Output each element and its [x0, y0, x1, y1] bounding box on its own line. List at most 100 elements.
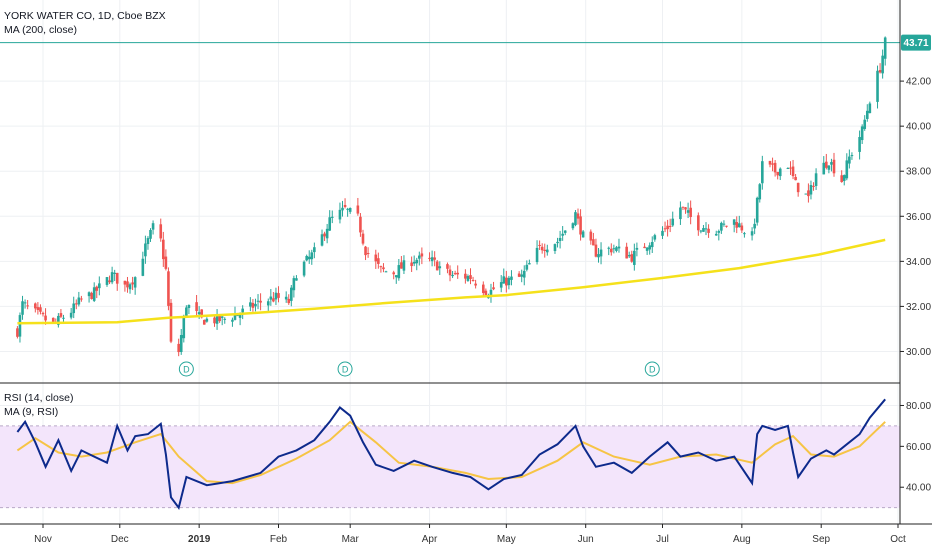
candle-body	[338, 209, 342, 220]
candle-body	[635, 247, 639, 250]
symbol-legend[interactable]: YORK WATER CO, 1D, Cboe BZX	[4, 10, 166, 22]
candle-body	[579, 216, 582, 235]
grid-lines	[0, 0, 900, 524]
candle-body	[80, 298, 83, 300]
candle-body	[254, 303, 257, 307]
candle-body	[625, 246, 628, 259]
candle-body	[883, 37, 887, 59]
dividend-marker-label: D	[649, 365, 656, 375]
ma200-legend[interactable]: MA (200, close)	[4, 24, 77, 36]
rsi-ma-legend-label[interactable]: MA (9, RSI)	[4, 406, 59, 418]
candle-body	[195, 302, 198, 312]
candle-body	[412, 261, 416, 264]
last-price-tag: 43.71	[901, 34, 931, 51]
candle-body	[51, 317, 55, 322]
candle-body	[576, 213, 580, 219]
candle-body	[364, 246, 367, 256]
candle-body	[689, 207, 692, 218]
candle-body	[330, 216, 334, 218]
candle-body	[36, 307, 40, 311]
candle-body	[402, 260, 406, 271]
candle-body	[435, 261, 439, 271]
candle-body	[307, 256, 311, 260]
last-price-tag-bg	[901, 34, 931, 51]
time-tick-label: Aug	[733, 534, 751, 545]
candle-body	[840, 175, 843, 183]
candle-body	[410, 262, 413, 267]
candle-body	[737, 223, 741, 228]
price-axis[interactable]: 30.00 32.00 34.00 36.00 38.00 40.00 42.00	[900, 77, 931, 358]
dividend-marker-label: D	[342, 365, 349, 375]
candle-body	[236, 315, 239, 317]
candle-body	[671, 218, 675, 226]
dividend-marker[interactable]	[178, 361, 194, 377]
candle-body	[215, 314, 219, 324]
candle-body	[653, 235, 657, 240]
candle-body	[323, 233, 326, 237]
candle-body	[732, 219, 736, 225]
candle-body	[589, 231, 593, 241]
candle-body	[343, 205, 347, 207]
candle-body	[558, 237, 562, 241]
candle-body	[538, 244, 541, 246]
time-tick-label: Oct	[890, 534, 906, 545]
main-legend: YORK WATER CO, 1D, Cboe BZX MA (200, clo…	[4, 9, 166, 37]
candle-body	[789, 167, 792, 169]
rsi-tick-label: 40.00	[906, 483, 931, 494]
ma200-line	[17, 238, 886, 325]
candle-body	[661, 230, 664, 236]
candle-body	[796, 182, 800, 193]
candle-body	[292, 278, 296, 291]
candle-body	[868, 103, 872, 114]
candle-body	[561, 233, 564, 236]
candle-body	[105, 277, 109, 285]
candle-body	[666, 225, 669, 230]
candle-body	[556, 241, 559, 244]
candle-body	[464, 273, 467, 279]
candle-body	[469, 275, 472, 279]
candle-body	[16, 328, 19, 337]
candle-body	[302, 261, 306, 276]
candle-body	[704, 228, 708, 230]
candle-body	[74, 303, 78, 305]
candle-body	[809, 184, 813, 195]
price-tick-label: 30.00	[906, 347, 931, 358]
candle-body	[266, 301, 270, 306]
candle-body	[466, 276, 470, 281]
candle-body	[256, 300, 260, 302]
price-tick-label: 32.00	[906, 302, 931, 313]
candle-body	[720, 222, 723, 231]
candle-body	[740, 225, 744, 231]
candle-body	[325, 228, 329, 239]
candle-body	[269, 296, 273, 300]
candle-body	[95, 286, 99, 291]
candle-body	[44, 315, 47, 321]
time-axis[interactable]: Nov Dec 2019 Feb Mar Apr May Jun Jul Aug Sep Oct	[34, 524, 906, 545]
candle-body	[274, 292, 278, 300]
candle-body	[540, 246, 544, 251]
candle-body	[599, 249, 603, 257]
candle-body	[481, 284, 485, 293]
candle-body	[484, 290, 488, 296]
candle-body	[865, 110, 869, 119]
dividend-marker[interactable]	[644, 361, 660, 377]
rsi-axis[interactable]: 40.00 60.00 80.00	[900, 401, 931, 494]
time-tick-label: Jun	[578, 534, 594, 545]
candle-body	[26, 305, 29, 307]
candle-body	[758, 184, 762, 200]
candle-body	[517, 273, 521, 277]
dividend-marker-label: D	[183, 365, 190, 375]
candle-body	[714, 233, 718, 236]
candle-body	[397, 265, 401, 279]
candle-body	[773, 162, 777, 173]
dividend-marker[interactable]	[337, 361, 353, 377]
rsi-legend-label[interactable]: RSI (14, close)	[4, 392, 74, 404]
candle-body	[218, 314, 221, 322]
candle-body	[197, 312, 201, 315]
candle-body	[284, 296, 288, 300]
candle-body	[341, 207, 344, 211]
time-tick-label: May	[497, 534, 516, 545]
candle-body	[177, 343, 180, 353]
candle-body	[90, 292, 93, 299]
